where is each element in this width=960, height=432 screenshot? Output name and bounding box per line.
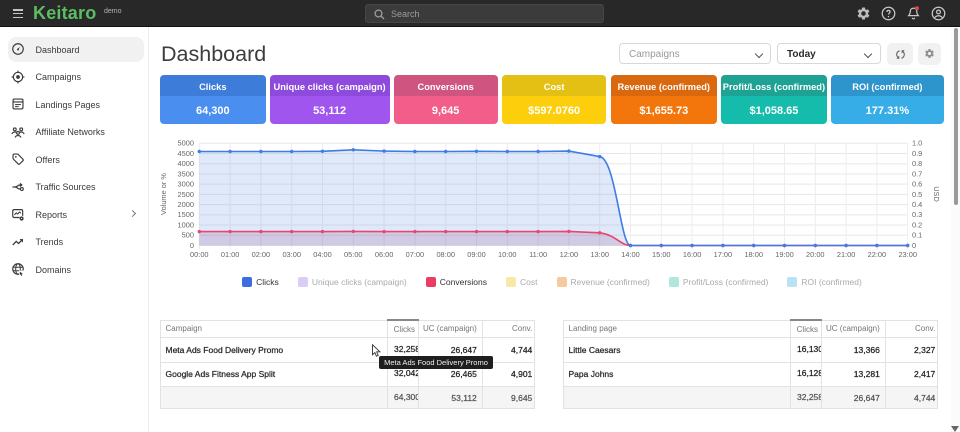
svg-text:18:00: 18:00 [744,250,763,259]
svg-text:21:00: 21:00 [837,250,856,259]
svg-text:10:00: 10:00 [498,250,517,259]
svg-text:2000: 2000 [178,200,194,209]
svg-text:0.5: 0.5 [912,190,922,199]
svg-text:1000: 1000 [178,221,194,230]
svg-text:0.7: 0.7 [912,169,922,178]
svg-text:01:00: 01:00 [221,250,240,259]
svg-text:1500: 1500 [178,210,194,219]
svg-text:3500: 3500 [178,169,194,178]
svg-text:0: 0 [912,241,916,250]
svg-text:4500: 4500 [178,149,194,158]
svg-text:06:00: 06:00 [375,250,394,259]
svg-text:05:00: 05:00 [344,250,363,259]
svg-text:0.6: 0.6 [912,180,922,189]
svg-text:0: 0 [190,241,194,250]
svg-text:22:00: 22:00 [868,250,887,259]
svg-text:0.1: 0.1 [912,231,922,240]
svg-text:Volume or %: Volume or % [159,173,168,215]
svg-text:07:00: 07:00 [406,250,425,259]
svg-text:23:00: 23:00 [898,250,917,259]
svg-text:1.0: 1.0 [912,139,922,148]
svg-text:3000: 3000 [178,180,194,189]
svg-text:2500: 2500 [178,190,194,199]
svg-text:03:00: 03:00 [282,250,301,259]
svg-text:0.3: 0.3 [912,210,922,219]
svg-text:16:00: 16:00 [683,250,702,259]
svg-text:00:00: 00:00 [190,250,209,259]
svg-text:09:00: 09:00 [467,250,486,259]
svg-text:0.9: 0.9 [912,149,922,158]
svg-text:14:00: 14:00 [621,250,640,259]
svg-text:0.2: 0.2 [912,221,922,230]
svg-text:4000: 4000 [178,159,194,168]
svg-text:17:00: 17:00 [714,250,733,259]
svg-text:0.8: 0.8 [912,159,922,168]
svg-text:08:00: 08:00 [436,250,455,259]
svg-text:500: 500 [182,231,194,240]
svg-text:04:00: 04:00 [313,250,332,259]
svg-text:20:00: 20:00 [806,250,825,259]
svg-text:USD: USD [932,186,941,202]
svg-text:0.4: 0.4 [912,200,922,209]
svg-text:19:00: 19:00 [775,250,794,259]
svg-text:02:00: 02:00 [252,250,271,259]
svg-text:15:00: 15:00 [652,250,671,259]
svg-text:12:00: 12:00 [560,250,579,259]
svg-text:11:00: 11:00 [529,250,547,259]
svg-text:13:00: 13:00 [590,250,609,259]
svg-text:5000: 5000 [178,139,194,148]
